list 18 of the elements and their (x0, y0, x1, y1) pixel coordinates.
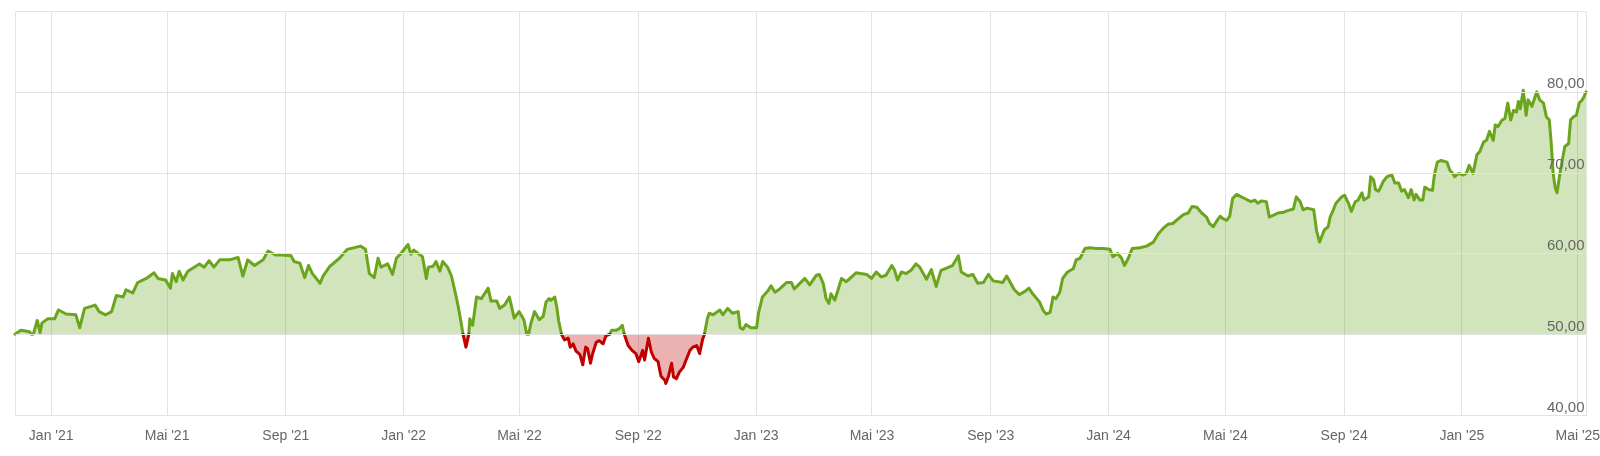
x-tick-label: Sep '22 (614, 426, 663, 443)
y-tick-label: 80,00 (1546, 74, 1585, 92)
x-tick-label: Jan '22 (381, 426, 427, 443)
x-tick-label: Mai '25 (1555, 426, 1600, 443)
x-tick-label: Mai '22 (497, 426, 543, 443)
x-tick-label: Mai '23 (849, 426, 895, 443)
x-tick-label: Mai '21 (144, 426, 190, 443)
x-tick-label: Jan '25 (1439, 426, 1485, 443)
y-tick-label: 40,00 (1546, 397, 1585, 415)
x-tick-label: Sep '24 (1320, 426, 1368, 443)
x-tick-label: Jan '24 (1086, 426, 1132, 443)
x-tick-label: Jan '21 (28, 426, 74, 443)
x-tick-label: Mai '24 (1203, 426, 1248, 443)
x-tick-label: Jan '23 (733, 426, 779, 443)
x-tick-label: Sep '21 (262, 426, 310, 443)
x-tick-label: Sep '23 (967, 426, 1015, 443)
y-tick-label: 60,00 (1546, 235, 1585, 253)
y-tick-label: 50,00 (1546, 316, 1585, 334)
